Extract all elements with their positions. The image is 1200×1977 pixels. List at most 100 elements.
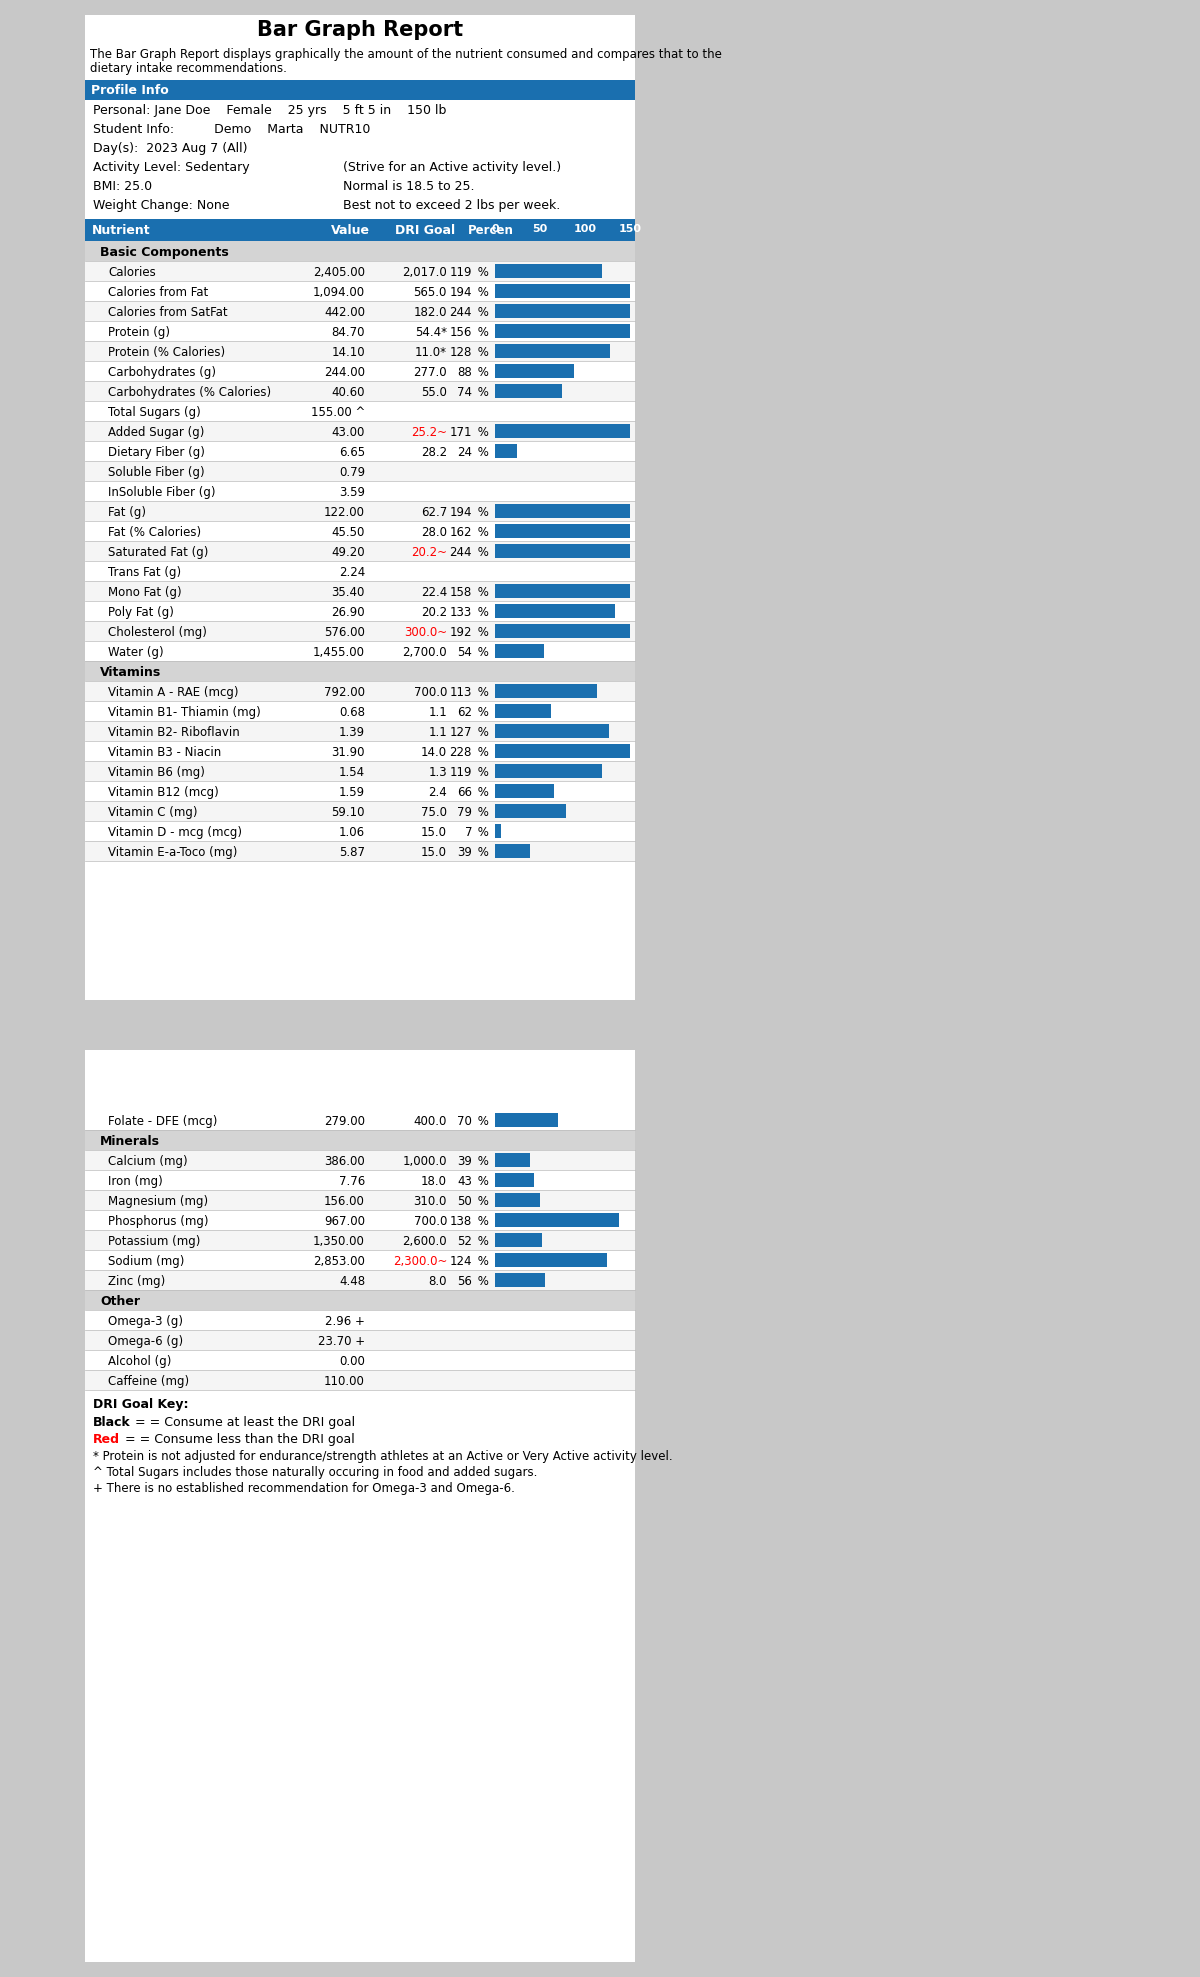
Bar xyxy=(85,461,635,480)
Text: 576.00: 576.00 xyxy=(324,627,365,639)
Bar xyxy=(496,805,566,818)
Bar xyxy=(85,680,635,702)
Text: ^ Total Sugars includes those naturally occuring in food and added sugars.: ^ Total Sugars includes those naturally … xyxy=(94,1467,538,1479)
Text: Water (g): Water (g) xyxy=(108,646,163,658)
Bar xyxy=(85,1230,635,1249)
Text: Percen: Percen xyxy=(468,223,514,237)
Bar xyxy=(85,601,635,621)
Text: 156: 156 xyxy=(450,326,472,338)
Text: 0.79: 0.79 xyxy=(338,467,365,478)
Text: 28.0: 28.0 xyxy=(421,526,446,540)
Text: 62: 62 xyxy=(457,706,472,720)
Text: 20.2: 20.2 xyxy=(421,607,446,619)
Text: 2,300.0~: 2,300.0~ xyxy=(392,1255,446,1267)
Text: 119: 119 xyxy=(450,267,472,279)
Text: 565.0: 565.0 xyxy=(414,287,446,299)
Bar xyxy=(85,1210,635,1230)
Text: 6.65: 6.65 xyxy=(338,447,365,459)
Text: %: % xyxy=(474,306,488,318)
Text: Added Sugar (g): Added Sugar (g) xyxy=(108,425,204,439)
Text: %: % xyxy=(474,1194,488,1208)
Text: %: % xyxy=(474,627,488,639)
Bar xyxy=(496,605,614,619)
Bar xyxy=(85,840,635,862)
Bar xyxy=(85,1131,635,1151)
Text: 2,017.0: 2,017.0 xyxy=(402,267,446,279)
Bar xyxy=(496,583,630,597)
Text: 45.50: 45.50 xyxy=(331,526,365,540)
Bar xyxy=(85,1190,635,1210)
Text: The Bar Graph Report displays graphically the amount of the nutrient consumed an: The Bar Graph Report displays graphicall… xyxy=(90,47,722,61)
Text: 155.00 ^: 155.00 ^ xyxy=(311,405,365,419)
Text: = = Consume at least the DRI goal: = = Consume at least the DRI goal xyxy=(131,1416,355,1429)
Text: %: % xyxy=(474,765,488,779)
Bar xyxy=(85,641,635,660)
Bar xyxy=(85,16,635,1000)
Bar xyxy=(496,1214,619,1228)
Bar xyxy=(496,344,611,358)
Text: Vitamins: Vitamins xyxy=(100,666,161,678)
Text: 194: 194 xyxy=(450,287,472,299)
Bar xyxy=(85,722,635,741)
Text: Carbohydrates (% Calories): Carbohydrates (% Calories) xyxy=(108,386,271,399)
Bar xyxy=(496,1113,558,1127)
Text: 35.40: 35.40 xyxy=(331,585,365,599)
Text: Phosphorus (mg): Phosphorus (mg) xyxy=(108,1216,209,1228)
Text: 43.00: 43.00 xyxy=(331,425,365,439)
Text: BMI: 25.0: BMI: 25.0 xyxy=(94,180,152,194)
Text: %: % xyxy=(474,787,488,799)
Text: 2.24: 2.24 xyxy=(338,565,365,579)
Text: 1,350.00: 1,350.00 xyxy=(313,1236,365,1247)
Text: Sodium (mg): Sodium (mg) xyxy=(108,1255,185,1267)
Text: 50: 50 xyxy=(533,223,547,233)
Text: 28.2: 28.2 xyxy=(421,447,446,459)
Text: 158: 158 xyxy=(450,585,472,599)
Text: DRI Goal: DRI Goal xyxy=(395,223,455,237)
Text: 55.0: 55.0 xyxy=(421,386,446,399)
Bar xyxy=(496,285,630,299)
Bar xyxy=(85,1350,635,1370)
Text: 1.06: 1.06 xyxy=(338,826,365,838)
Text: 279.00: 279.00 xyxy=(324,1115,365,1129)
Text: * Protein is not adjusted for endurance/strength athletes at an Active or Very A: * Protein is not adjusted for endurance/… xyxy=(94,1449,673,1463)
Text: 40.60: 40.60 xyxy=(331,386,365,399)
Text: 0.00: 0.00 xyxy=(340,1354,365,1368)
Text: 54: 54 xyxy=(457,646,472,658)
Text: Value: Value xyxy=(330,223,370,237)
Text: Protein (% Calories): Protein (% Calories) xyxy=(108,346,226,360)
Text: 277.0: 277.0 xyxy=(413,366,446,380)
Text: 2,600.0: 2,600.0 xyxy=(402,1236,446,1247)
Text: 50: 50 xyxy=(457,1194,472,1208)
Text: 310.0: 310.0 xyxy=(414,1194,446,1208)
Text: 15.0: 15.0 xyxy=(421,846,446,858)
Text: 79: 79 xyxy=(457,807,472,818)
Text: 56: 56 xyxy=(457,1275,472,1287)
Bar xyxy=(85,79,635,101)
Text: 128: 128 xyxy=(450,346,472,360)
Bar xyxy=(85,301,635,320)
Text: dietary intake recommendations.: dietary intake recommendations. xyxy=(90,61,287,75)
Text: 1,094.00: 1,094.00 xyxy=(313,287,365,299)
Bar xyxy=(85,1151,635,1170)
Text: 2,405.00: 2,405.00 xyxy=(313,267,365,279)
Bar xyxy=(85,741,635,761)
Text: %: % xyxy=(474,607,488,619)
Text: 5.87: 5.87 xyxy=(340,846,365,858)
Bar xyxy=(496,824,502,838)
Text: %: % xyxy=(474,366,488,380)
Text: 119: 119 xyxy=(450,765,472,779)
Text: 26.90: 26.90 xyxy=(331,607,365,619)
Text: 162: 162 xyxy=(450,526,472,540)
Text: 4.48: 4.48 xyxy=(338,1275,365,1287)
Text: Weight Change: None: Weight Change: None xyxy=(94,200,229,212)
Bar xyxy=(85,1249,635,1269)
Text: 2.96 +: 2.96 + xyxy=(325,1315,365,1329)
Text: Caffeine (mg): Caffeine (mg) xyxy=(108,1374,190,1388)
Text: 124: 124 xyxy=(450,1255,472,1267)
Bar xyxy=(85,362,635,382)
Text: 110.00: 110.00 xyxy=(324,1374,365,1388)
Text: Profile Info: Profile Info xyxy=(91,83,169,97)
Text: %: % xyxy=(474,267,488,279)
Text: 1.3: 1.3 xyxy=(428,765,446,779)
Text: (Strive for an Active activity level.): (Strive for an Active activity level.) xyxy=(343,160,562,174)
